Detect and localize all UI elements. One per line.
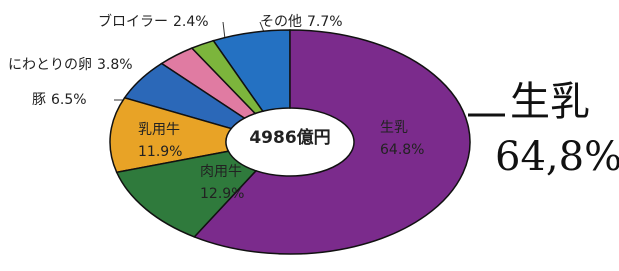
category-label: 肉用牛	[200, 164, 242, 180]
value-label: 6.5%	[51, 92, 87, 108]
value-label: 7.7%	[307, 14, 343, 30]
category-label: 生乳	[380, 120, 408, 136]
value-label: 11.9%	[138, 144, 182, 160]
category-label: その他	[260, 14, 302, 30]
center-label: 4986億円	[249, 127, 330, 148]
value-label: 2.4%	[173, 14, 209, 30]
segment-label: ブロイラー 2.4%	[98, 13, 209, 30]
category-label: にわとりの卵	[8, 57, 92, 73]
annotation: 生乳	[510, 79, 590, 125]
chart: 生乳 64.8% 肉用牛 12.9% 乳用牛 11.9% 豚 6.5% にわとりの卵 3.8% ブロ…	[0, 0, 619, 271]
segment-label: にわとりの卵 3.8%	[8, 57, 133, 73]
value-label: 3.8%	[97, 57, 133, 73]
category-label: 乳用牛	[138, 122, 180, 138]
category-label: ブロイラー	[98, 13, 168, 30]
value-label: 12.9%	[200, 186, 244, 202]
segment-label: その他 7.7%	[260, 14, 343, 30]
category-label: 豚	[32, 92, 46, 108]
annotation: 64,8%	[495, 134, 619, 180]
value-label: 64.8%	[380, 142, 424, 158]
segment-label: 豚 6.5%	[32, 92, 87, 108]
